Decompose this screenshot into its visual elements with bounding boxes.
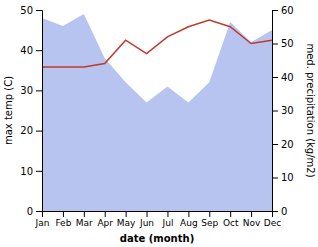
tick-mark [36,90,42,91]
tick-label: 60 [281,5,294,16]
tick-mark [272,10,278,11]
tick: 30 [20,85,42,96]
tick-mark [36,10,42,11]
tick-label: 10 [281,172,294,183]
tick-label: Oct [223,218,239,228]
tick-label: Sep [201,218,218,228]
tick-mark [272,77,278,78]
tick-label: 50 [281,38,294,49]
tick: 40 [272,72,294,83]
tick-mark [188,211,189,217]
axis-line [43,212,273,218]
tick-label: Jul [162,218,174,228]
tick: Aug [180,211,198,228]
tick-label: Feb [55,218,71,228]
tick-mark [36,131,42,132]
tick: Apr [97,211,113,228]
tick-label: Aug [180,218,198,228]
tick: Dec [264,211,281,228]
y2-axis: 0 10 20 30 40 50 60 [272,5,294,217]
tick-mark [105,211,106,217]
tick-label: Dec [264,218,281,228]
tick-label: Apr [97,218,113,228]
tick-label: May [117,218,136,228]
x-axis-title: date (month) [120,233,194,244]
tick-label: Nov [243,218,261,228]
tick-label: Mar [76,218,93,228]
tick-mark [230,211,231,217]
y-axis: 0 10 20 30 40 50 [20,5,42,217]
tick-label: Jun [139,218,154,228]
tick-mark [84,211,85,217]
tick: 10 [272,172,294,183]
tick: Jul [162,211,174,228]
tick-mark [36,171,42,172]
tick-mark [36,211,42,212]
tick-mark [147,211,148,217]
tick-mark [167,211,168,217]
tick: Mar [76,211,93,228]
tick-label: 50 [20,5,33,16]
area [42,14,272,211]
tick-mark [36,50,42,51]
tick: May [117,211,136,228]
tick-label: Jan [35,218,50,228]
tick-label: 0 [281,206,287,217]
tick: 30 [272,105,294,116]
tick: 20 [20,125,42,136]
tick-label: 40 [281,72,294,83]
x-axis: Jan Feb Mar Apr MayJun Jul AugSep Oct NovDec [35,211,282,228]
y2-axis-title: med. precipitation (kg/m2) [305,43,316,177]
axis-line [36,11,43,212]
tick: 20 [272,139,294,150]
tick-mark [63,211,64,217]
tick-mark [272,144,278,145]
tick-label: 30 [20,85,33,96]
tick: 10 [20,166,42,177]
tick-mark [272,111,278,112]
chart: JanFebMarAprMayJunJulAugSepOctNovDec0102… [0,0,318,247]
tick-mark [209,211,210,217]
axis-line [273,11,279,212]
plot: JanFebMarAprMayJunJulAugSepOctNovDec0102… [20,5,293,229]
tick: Nov [243,211,261,228]
line [42,20,272,67]
tick-mark [272,211,278,212]
tick: Jun [139,211,154,228]
tick: Sep [201,211,218,228]
tick-label: 0 [27,206,33,217]
tick-mark [272,178,278,179]
tick: 0 [27,206,42,217]
tick: Oct [223,211,239,228]
tick: Feb [55,211,71,228]
tick-label: 20 [281,139,294,150]
tick: 40 [20,45,42,56]
marks [42,14,272,211]
y-axis-title: max temp (C) [3,76,14,145]
tick-mark [272,44,278,45]
tick-label: 10 [20,166,33,177]
tick: 50 [272,38,294,49]
tick-label: 30 [281,105,294,116]
tick: 50 [20,5,42,16]
tick-label: 40 [20,45,33,56]
tick-label: 20 [20,125,33,136]
tick: 0 [272,206,287,217]
tick-mark [126,211,127,217]
tick: Jan [35,211,50,228]
tick: 60 [272,5,294,16]
tick-mark [251,211,252,217]
